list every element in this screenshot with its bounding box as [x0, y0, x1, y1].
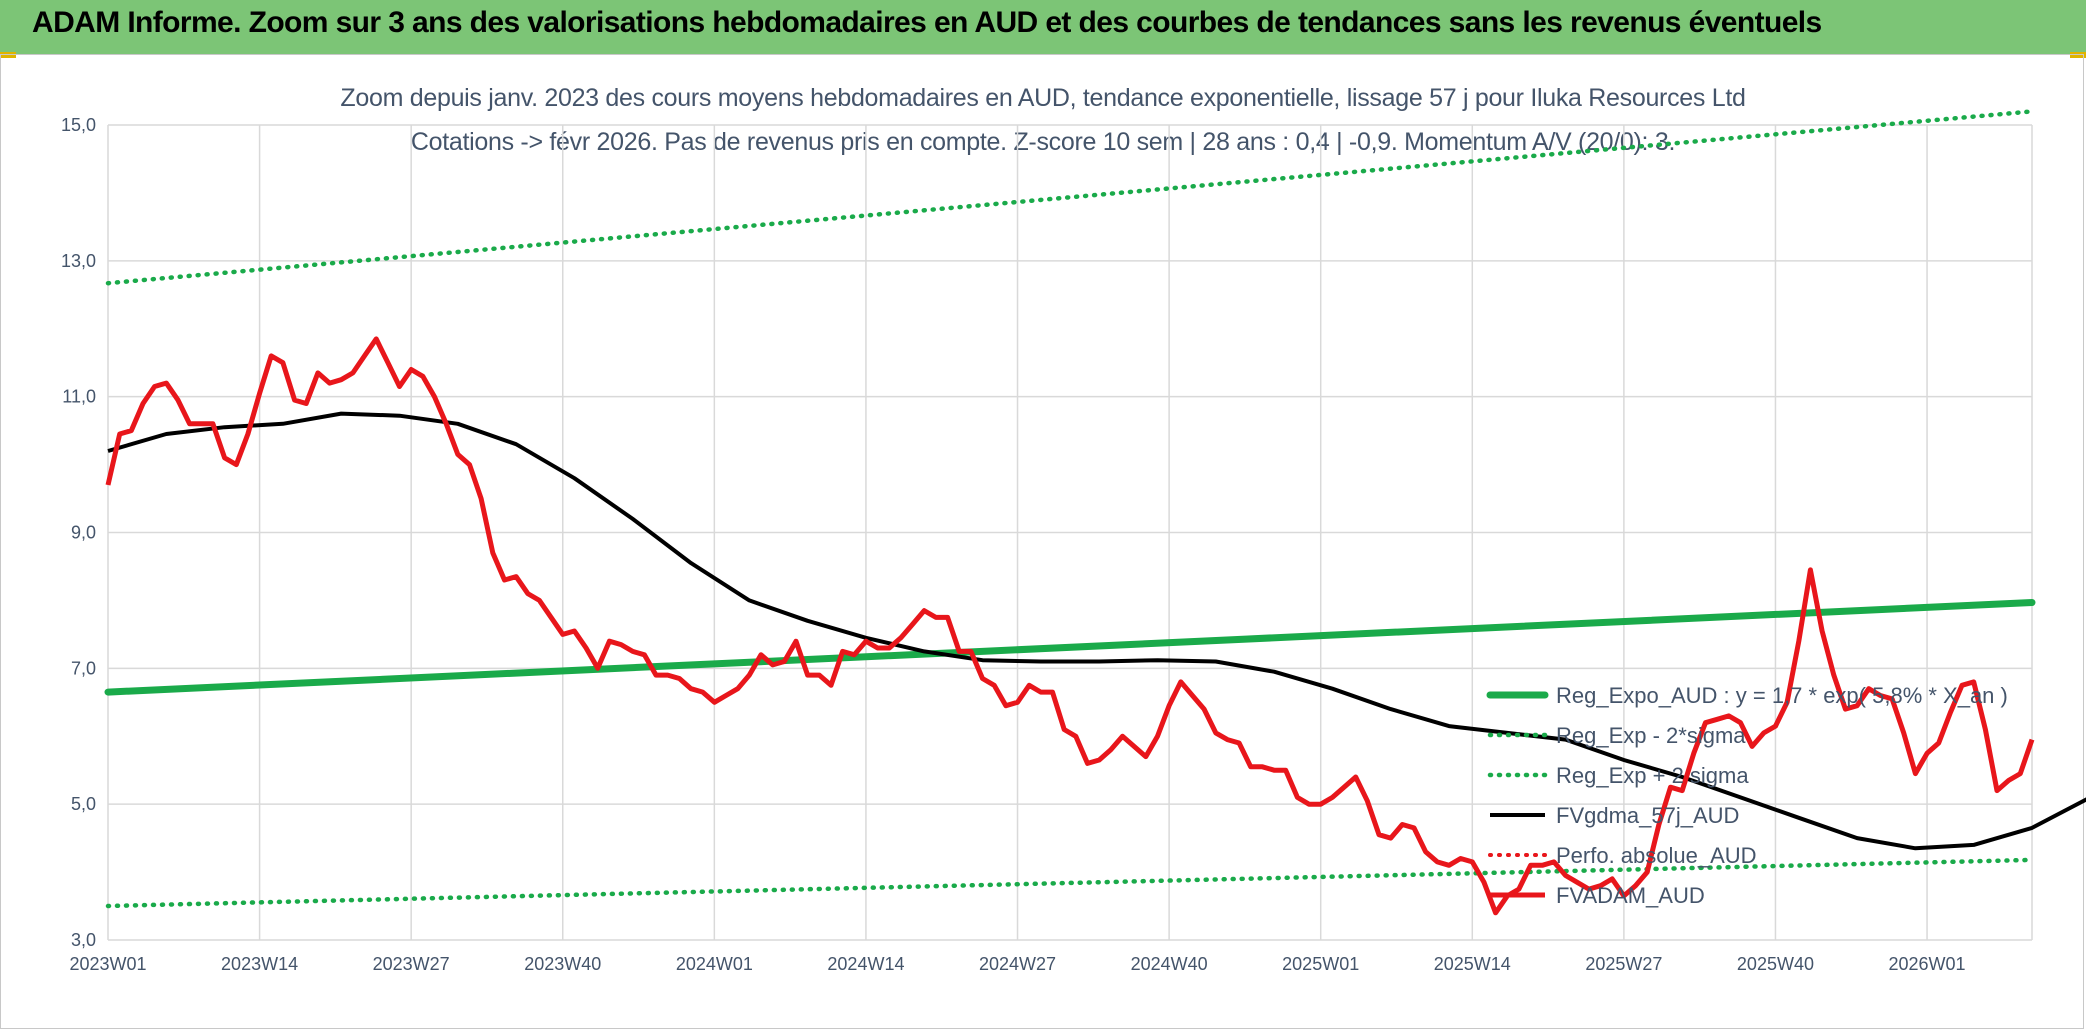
legend-label-reg-exp-2-sigma: Reg_Exp + 2 sigma: [1556, 763, 1749, 788]
x-tick-label: 2023W40: [524, 954, 601, 974]
header-corner-left: [0, 52, 16, 58]
chart-subtitle: Cotations -> févr 2026. Pas de revenus p…: [410, 128, 1676, 156]
x-tick-label: 2023W14: [221, 954, 298, 974]
series-fvadam-aud-line: [105, 336, 2035, 916]
y-tick-label: 7,0: [71, 658, 96, 678]
x-tick-label: 2026W01: [1889, 954, 1966, 974]
x-tick-label: 2025W01: [1282, 954, 1359, 974]
x-tick-label: 2025W14: [1434, 954, 1511, 974]
x-tick-label: 2025W40: [1737, 954, 1814, 974]
y-tick-label: 11,0: [62, 387, 96, 407]
x-tick-label: 2024W01: [676, 954, 753, 974]
legend-label-perfo-absolue-aud: Perfo. absolue_AUD: [1556, 843, 1757, 868]
report-header: ADAM Informe. Zoom sur 3 ans des valoris…: [0, 0, 2086, 54]
y-tick-label: 3,0: [71, 930, 96, 950]
legend-label-reg-expo-aud-y-1-7-exp-5-8-x-an: Reg_Expo_AUD : y = 1,7 * exp( 5,8% * X_a…: [1556, 683, 2008, 708]
series-reg-exp-2-sigma-line: [105, 109, 2035, 286]
x-tick-label: 2024W14: [827, 954, 904, 974]
x-tick-label: 2024W27: [979, 954, 1056, 974]
chart-frame: [0, 54, 2084, 1029]
y-tick-label: 9,0: [71, 523, 96, 543]
legend-label-fvgdma-57j-aud: FVgdma_57j_AUD: [1556, 803, 1739, 828]
legend-label-reg-exp-2-sigma: Reg_Exp - 2*sigma: [1556, 723, 1746, 748]
report-title: ADAM Informe. Zoom sur 3 ans des valoris…: [32, 6, 1822, 39]
x-tick-label: 2023W01: [69, 954, 146, 974]
series-reg-expo-aud-y-1-7-exp-5-8-x-an-line: [104, 599, 2036, 696]
series-reg-exp-2-sigma-line: [105, 857, 2035, 909]
x-tick-label: 2023W27: [373, 954, 450, 974]
y-tick-label: 15,0: [61, 115, 96, 135]
y-tick-label: 5,0: [71, 794, 96, 814]
header-corner-right: [2070, 52, 2086, 58]
x-tick-label: 2025W27: [1585, 954, 1662, 974]
x-tick-label: 2024W40: [1131, 954, 1208, 974]
chart-title: Zoom depuis janv. 2023 des cours moyens …: [340, 84, 1746, 112]
y-tick-label: 13,0: [61, 251, 96, 271]
series-fvgdma-57j-aud-line: [107, 411, 2086, 851]
legend-label-fvadam-aud: FVADAM_AUD: [1556, 883, 1705, 908]
